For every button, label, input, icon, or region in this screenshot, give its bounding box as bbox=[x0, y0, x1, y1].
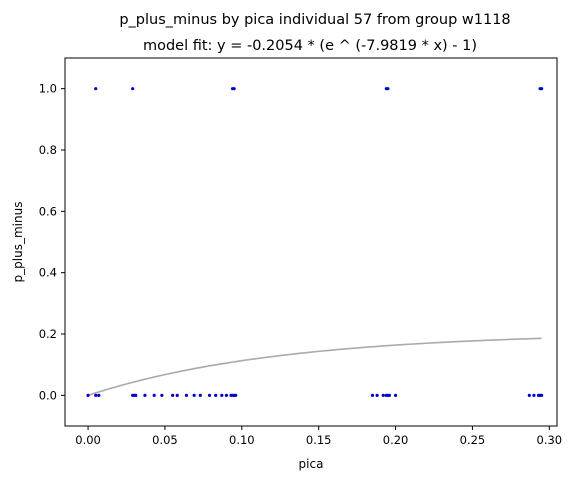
data-point bbox=[152, 393, 156, 397]
data-point bbox=[143, 393, 147, 397]
data-point bbox=[232, 87, 236, 91]
data-point bbox=[540, 393, 544, 397]
data-point bbox=[175, 393, 179, 397]
data-point bbox=[214, 393, 218, 397]
data-point bbox=[86, 393, 90, 397]
data-point bbox=[94, 87, 98, 91]
y-tick-label: 0.0 bbox=[39, 388, 57, 402]
plot-area bbox=[65, 58, 557, 426]
points-layer bbox=[86, 87, 544, 397]
x-tick-label: 0.15 bbox=[306, 433, 332, 447]
data-point bbox=[97, 393, 101, 397]
x-tick-label: 0.00 bbox=[75, 433, 101, 447]
y-axis-label: p_plus_minus bbox=[11, 202, 25, 283]
y-tick-label: 1.0 bbox=[39, 82, 57, 96]
x-tick-label: 0.05 bbox=[152, 433, 178, 447]
data-point bbox=[207, 393, 212, 397]
chart-subtitle: model fit: y = -0.2054 * (e ^ (-7.9819 *… bbox=[143, 38, 477, 54]
x-axis-label: pica bbox=[299, 457, 324, 471]
data-point bbox=[184, 393, 189, 397]
y-tick-label: 0.6 bbox=[39, 204, 57, 218]
plot-frame bbox=[64, 57, 558, 427]
fit-layer bbox=[87, 337, 542, 397]
data-point bbox=[220, 393, 224, 397]
data-point bbox=[94, 393, 98, 397]
data-point bbox=[134, 393, 138, 397]
y-tick-label: 0.4 bbox=[39, 266, 57, 280]
data-point bbox=[370, 393, 375, 397]
x-tick-label: 0.10 bbox=[229, 433, 255, 447]
data-point bbox=[224, 393, 229, 397]
data-point bbox=[393, 393, 398, 397]
data-point bbox=[387, 393, 392, 397]
y-tick-label: 0.2 bbox=[39, 327, 57, 341]
data-point bbox=[160, 393, 164, 397]
data-point bbox=[192, 393, 196, 397]
y-axis: 0.0 0.2 0.4 0.6 0.8 1.0 bbox=[39, 82, 65, 402]
x-tick-label: 0.25 bbox=[460, 433, 486, 447]
data-point bbox=[234, 393, 238, 397]
data-point bbox=[375, 393, 379, 397]
data-point bbox=[381, 393, 385, 397]
data-point bbox=[527, 393, 531, 397]
fit-curve bbox=[87, 337, 542, 397]
data-point bbox=[171, 393, 175, 397]
data-point bbox=[386, 87, 390, 91]
x-axis: 0.00 0.05 0.10 0.15 0.20 0.25 0.30 bbox=[75, 426, 562, 447]
data-point bbox=[532, 393, 536, 397]
chart-title: p_plus_minus by pica individual 57 from … bbox=[119, 12, 510, 28]
data-point bbox=[540, 87, 544, 91]
y-tick-label: 0.8 bbox=[39, 143, 57, 157]
x-tick-label: 0.20 bbox=[383, 433, 409, 447]
data-point bbox=[198, 393, 202, 397]
data-point bbox=[131, 87, 135, 91]
x-tick-label: 0.30 bbox=[537, 433, 563, 447]
